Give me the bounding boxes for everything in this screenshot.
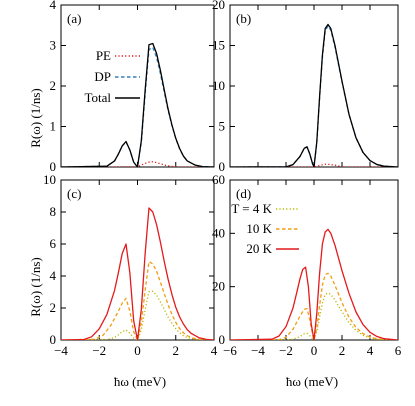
panel-a: 0 1 2 3 4 (a) PE DP Total: [50, 0, 215, 174]
plot-frame: [60, 4, 215, 168]
y-tick-label: 5: [219, 119, 226, 134]
legend-label: PE: [96, 48, 111, 63]
panel-label: (a): [67, 11, 81, 26]
series-pe: [61, 161, 214, 167]
x-tick-label: 2: [339, 343, 346, 358]
y-tick-label: 20: [212, 279, 225, 294]
panel-label: (b): [236, 11, 251, 26]
y-tick-label: 2: [50, 300, 57, 315]
y-tick-label: 4: [50, 0, 57, 12]
y-axis-title-bottom: R(ω) (1/ns): [28, 257, 43, 316]
x-tick-label: 0: [311, 343, 318, 358]
y-axis-title-top: R(ω) (1/ns): [28, 88, 43, 147]
series-20-k: [230, 228, 398, 340]
y-tick-label: 0: [219, 332, 226, 347]
plot-frame: [229, 4, 399, 168]
panel-label: (d): [236, 186, 251, 201]
series-total: [61, 42, 214, 167]
x-tick-label: 2: [173, 343, 180, 358]
y-tick-label: 40: [212, 225, 225, 240]
y-tick-label: 60: [212, 172, 225, 187]
panel-b: 0 5 10 15 20 (b): [212, 0, 399, 174]
panel-label: (c): [67, 186, 81, 201]
panel-c: −4 −2 0 2 4 0 2 4 6 8 10 (c): [43, 172, 218, 358]
series-t-4-k: [61, 290, 214, 340]
y-tick-label: 6: [50, 236, 57, 251]
x-tick-label: −2: [279, 343, 293, 358]
y-tick-label: 0: [50, 332, 57, 347]
x-tick-label: 6: [395, 343, 402, 358]
x-tick-label: 4: [211, 343, 218, 358]
legend-label: 10 K: [246, 221, 272, 236]
x-tick-label: 4: [367, 343, 374, 358]
plot-frame: [60, 179, 215, 341]
y-tick-label: 15: [212, 38, 225, 53]
series-10-k: [230, 272, 398, 340]
x-axis-title-left: ħω (meV): [114, 374, 166, 389]
legend-label: Total: [84, 90, 111, 105]
y-tick-label: 8: [50, 204, 57, 219]
series-dp: [230, 25, 398, 167]
series-10-k: [61, 260, 214, 340]
legend-label: 20 K: [246, 241, 272, 256]
y-tick-label: 2: [50, 78, 57, 93]
x-axis-title-right: ħω (meV): [286, 374, 338, 389]
y-tick-label: 10: [43, 172, 56, 187]
legend-label: DP: [94, 69, 111, 84]
series-t-4-k: [230, 292, 398, 340]
x-tick-label: 0: [134, 343, 141, 358]
y-tick-label: 20: [212, 0, 225, 12]
y-tick-label: 4: [50, 268, 57, 283]
y-tick-label: 1: [50, 119, 57, 134]
x-tick-label: −4: [54, 343, 68, 358]
y-tick-label: 10: [212, 78, 225, 93]
series-20-k: [61, 207, 214, 340]
series-total: [230, 23, 398, 167]
x-tick-label: −2: [92, 343, 106, 358]
x-tick-label: −6: [223, 343, 237, 358]
x-tick-label: −4: [251, 343, 265, 358]
y-tick-label: 0: [50, 159, 57, 174]
y-tick-label: 3: [50, 38, 57, 53]
series-dp: [61, 46, 214, 167]
y-tick-label: 0: [219, 159, 226, 174]
legend-label: T = 4 K: [231, 201, 272, 216]
